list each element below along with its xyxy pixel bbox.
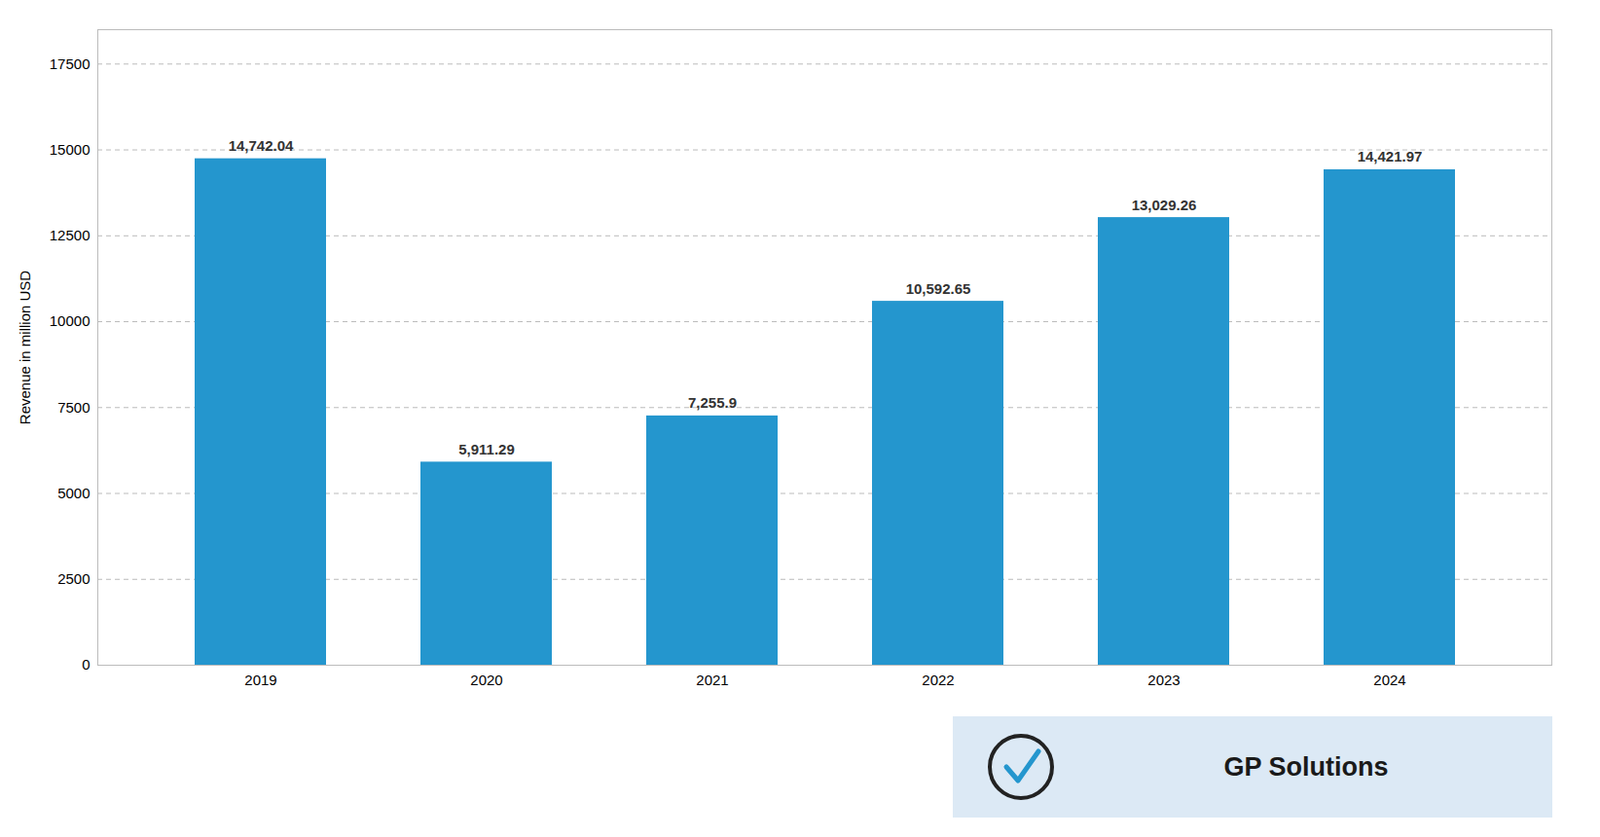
svg-text:17500: 17500 (49, 55, 91, 73)
html-text:GP Solutions: GP Solutions (1223, 751, 1389, 782)
svg-text:2019: 2019 (244, 671, 277, 689)
svg-text:2023: 2023 (1147, 671, 1180, 689)
svg-text:2022: 2022 (921, 671, 954, 689)
svg-text:7500: 7500 (57, 399, 90, 416)
svg-text:13,029.26: 13,029.26 (1131, 196, 1198, 214)
svg-text:0: 0 (81, 655, 90, 673)
svg-text:2024: 2024 (1373, 671, 1406, 689)
svg-text:14,742.04: 14,742.04 (228, 137, 294, 154)
svg-text:Revenue in million USD: Revenue in million USD (16, 270, 34, 426)
svg-text:10,592.65: 10,592.65 (906, 280, 972, 297)
svg-text:2500: 2500 (57, 570, 90, 587)
svg-text:5000: 5000 (57, 484, 90, 502)
svg-text:10000: 10000 (49, 312, 91, 329)
svg-text:2021: 2021 (695, 671, 728, 689)
svg-text:2020: 2020 (470, 671, 503, 689)
svg-text:7,255.9: 7,255.9 (688, 394, 737, 411)
svg-text:5,911.29: 5,911.29 (458, 440, 515, 458)
svg-text:14,421.97: 14,421.97 (1357, 147, 1423, 165)
svg-text:15000: 15000 (49, 141, 91, 158)
svg-text:12500: 12500 (49, 226, 91, 244)
